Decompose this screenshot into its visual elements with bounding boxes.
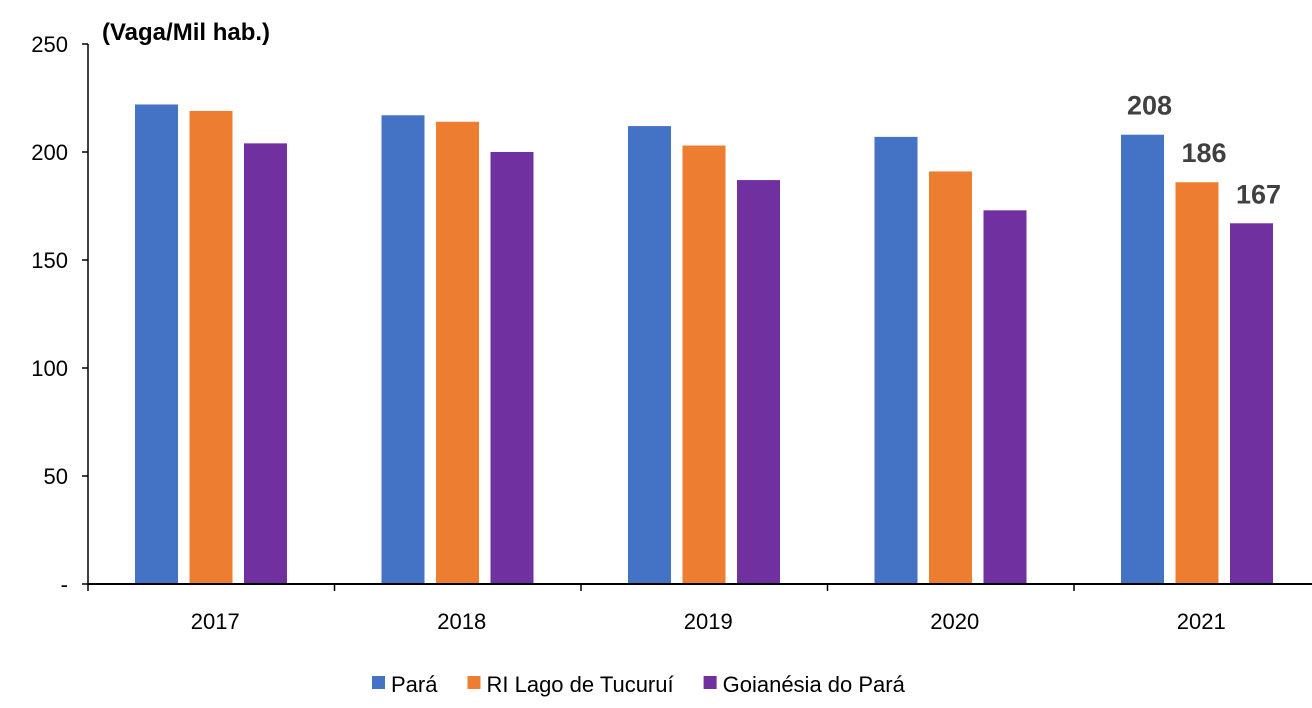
y-tick-label: -	[61, 572, 68, 597]
bar	[135, 104, 178, 584]
y-tick-label: 50	[44, 464, 68, 489]
bar	[929, 171, 972, 584]
y-tick-label: 200	[31, 140, 68, 165]
y-tick-label: 250	[31, 32, 68, 57]
data-label: 186	[1181, 138, 1226, 168]
bar	[874, 136, 918, 584]
bar	[436, 121, 479, 584]
x-axis: 2017 2018 2019 2020 2021	[87, 583, 1312, 634]
bars	[135, 104, 1273, 585]
bar	[244, 143, 287, 585]
y-tick-label: 100	[31, 356, 68, 381]
x-tick-label: 2017	[191, 609, 240, 634]
legend-label: Pará	[391, 672, 438, 697]
legend-swatch	[467, 676, 481, 689]
data-labels: 208 186 167	[1127, 91, 1281, 210]
legend: Pará RI Lago de Tucuruí Goianésia do Pará	[372, 672, 906, 697]
legend-label: Goianésia do Pará	[723, 672, 906, 697]
x-tick-label: 2018	[437, 609, 486, 634]
bar	[490, 152, 534, 584]
y-tick-label: 150	[31, 248, 68, 273]
bar	[1175, 182, 1219, 585]
y-unit-label: (Vaga/Mil hab.)	[102, 19, 270, 46]
x-tick-label: 2020	[930, 609, 979, 634]
bar	[381, 115, 425, 584]
bar	[1121, 134, 1164, 584]
x-tick-label: 2021	[1177, 609, 1226, 634]
data-label: 208	[1127, 91, 1172, 121]
bar	[737, 180, 780, 584]
legend-swatch	[372, 676, 385, 689]
y-axis: - 50 100 150 200 250	[31, 32, 89, 597]
data-label: 167	[1236, 179, 1281, 209]
legend-swatch	[703, 676, 717, 689]
bar	[189, 110, 233, 585]
bar	[682, 145, 726, 584]
legend-label: RI Lago de Tucuruí	[486, 672, 673, 697]
bar	[628, 126, 671, 584]
x-tick-label: 2019	[684, 609, 733, 634]
bar	[1230, 223, 1273, 584]
bar	[983, 210, 1027, 584]
